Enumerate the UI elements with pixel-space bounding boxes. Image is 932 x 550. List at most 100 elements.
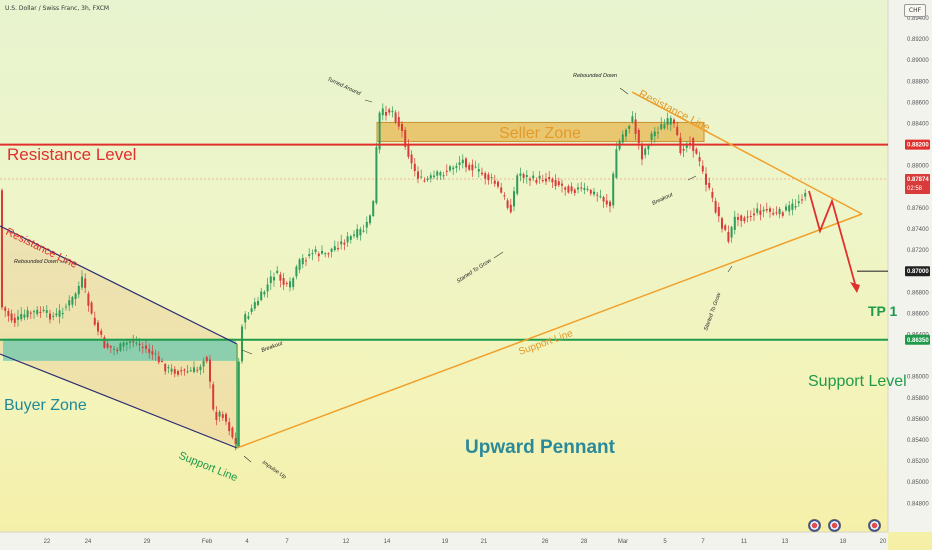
candle	[647, 145, 650, 150]
candle	[10, 313, 13, 321]
candle	[567, 186, 570, 193]
candle	[733, 216, 736, 230]
candle	[241, 326, 243, 362]
candle	[164, 364, 167, 372]
candle	[753, 213, 755, 216]
candle	[228, 421, 231, 432]
candle	[698, 157, 701, 162]
resistance-level-label: Resistance Level	[7, 145, 136, 164]
candle	[407, 144, 410, 157]
time-tick-label: 22	[44, 539, 51, 545]
channel-support-label: Support Line	[177, 450, 239, 484]
candle	[388, 109, 391, 113]
candle	[477, 169, 480, 172]
candle	[628, 125, 631, 129]
candle	[663, 124, 666, 129]
price-tick-label: 0.85600	[907, 417, 929, 423]
price-tick-label: 0.85800	[907, 396, 929, 402]
candle	[461, 159, 464, 164]
time-tick-label: 14	[384, 539, 391, 545]
candle	[417, 171, 419, 179]
candle	[340, 241, 343, 245]
event-flag-icon[interactable]	[828, 519, 841, 532]
candle	[737, 217, 739, 220]
candle	[359, 229, 362, 236]
candle	[596, 194, 599, 196]
candle	[26, 310, 29, 318]
candle	[23, 314, 26, 318]
candle	[609, 201, 611, 207]
event-flag-icon[interactable]	[868, 519, 881, 532]
tp-price-badge-bg	[905, 266, 930, 277]
candle	[583, 187, 586, 190]
candle	[289, 281, 291, 288]
candle	[653, 131, 656, 137]
candle	[535, 180, 538, 183]
candle	[749, 215, 752, 217]
candle	[100, 330, 103, 335]
candle	[509, 204, 512, 213]
candle	[391, 110, 394, 112]
tp1-label: TP 1	[868, 303, 898, 319]
buyer-zone-label: Buyer Zone	[4, 397, 87, 414]
price-tick-label: 0.88400	[907, 122, 929, 128]
candles-group	[1, 103, 807, 451]
candle	[545, 178, 547, 182]
candle	[353, 234, 355, 236]
candle	[337, 248, 339, 250]
candle	[132, 341, 135, 343]
candle	[570, 186, 573, 192]
candle	[116, 349, 119, 352]
candle	[55, 313, 58, 316]
candle	[413, 163, 416, 172]
candle	[330, 248, 333, 252]
channel-support-line	[0, 353, 238, 449]
support-level-label: Support Level	[808, 373, 907, 390]
price-tick-label: 0.87400	[907, 227, 929, 233]
candle	[797, 201, 800, 204]
candle	[516, 175, 519, 194]
candle	[701, 165, 704, 172]
breakout-left-label: Breakout	[261, 341, 284, 354]
turned-around-label: Turned Around	[326, 76, 362, 97]
candle	[81, 276, 83, 288]
candle	[500, 187, 503, 193]
time-tick-label: 13	[782, 539, 789, 545]
candle	[260, 291, 263, 301]
candle	[612, 173, 615, 206]
candle	[785, 206, 787, 211]
candle	[33, 311, 35, 313]
pointer-arrow	[619, 87, 629, 95]
candle	[327, 253, 330, 255]
candle	[189, 370, 192, 372]
candle	[474, 166, 477, 168]
candle	[45, 310, 48, 313]
candle	[209, 359, 211, 382]
candle	[135, 342, 138, 344]
candle	[161, 360, 163, 362]
candle	[221, 414, 224, 418]
candle	[631, 116, 634, 122]
candle	[36, 309, 39, 315]
currency-button[interactable]: CHF	[904, 4, 926, 17]
candle	[420, 176, 423, 178]
candle	[727, 231, 730, 242]
candle	[449, 166, 451, 171]
time-tick-label: 7	[285, 539, 289, 545]
candle	[343, 242, 346, 245]
candle	[257, 300, 259, 306]
candle	[103, 337, 106, 348]
candle	[599, 196, 602, 198]
candle	[321, 250, 323, 254]
candle	[685, 143, 688, 148]
candle	[298, 259, 301, 270]
candle	[61, 313, 64, 315]
candle	[673, 119, 675, 124]
candle	[29, 312, 32, 314]
candle	[381, 108, 384, 116]
breakout-right-label: Breakout	[651, 192, 674, 207]
candle	[740, 215, 743, 221]
event-flag-icon[interactable]	[808, 519, 821, 532]
